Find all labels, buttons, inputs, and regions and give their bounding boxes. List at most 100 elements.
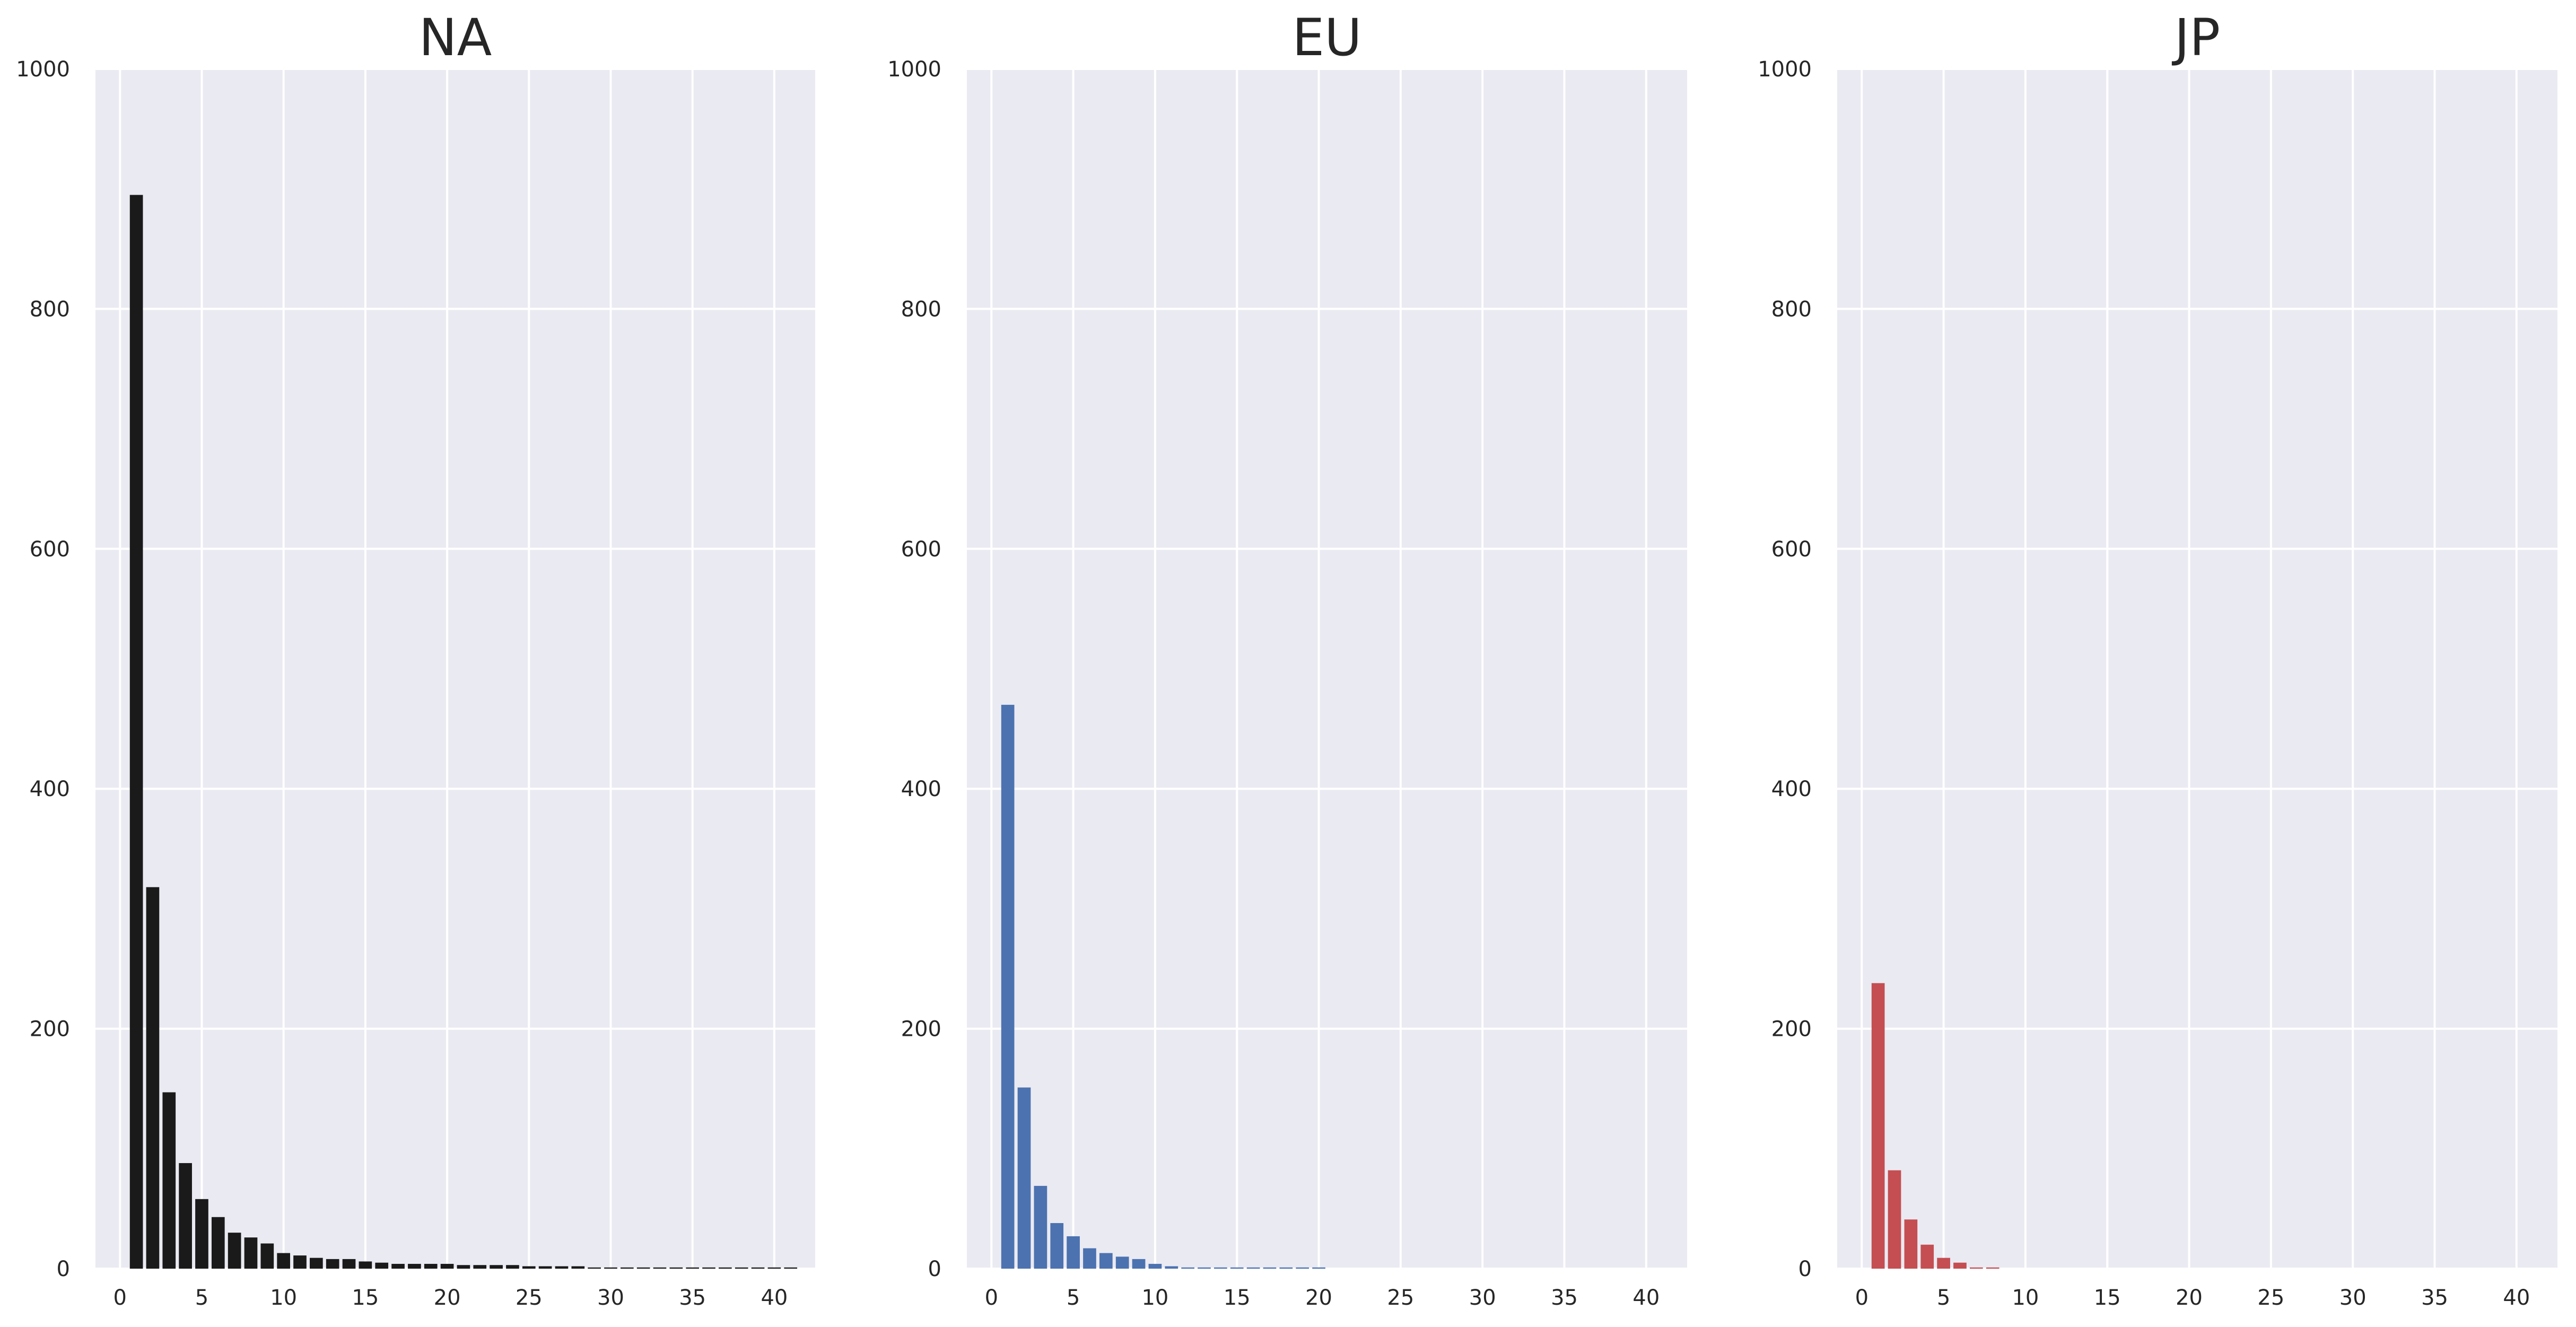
bar-na-29: [588, 1267, 601, 1269]
x-tick-label: 35: [2421, 1286, 2448, 1310]
bar-na-1: [129, 195, 143, 1269]
x-tick-label: 40: [2503, 1286, 2530, 1310]
bar-na-27: [555, 1266, 569, 1269]
bar-na-3: [162, 1092, 176, 1269]
x-tick-label: 15: [352, 1286, 379, 1310]
bar-na-16: [375, 1262, 389, 1269]
plot-area-na: [95, 69, 815, 1269]
y-tick-label: 400: [1771, 777, 1812, 801]
bar-eu-11: [1165, 1266, 1178, 1269]
x-tick-label: 20: [434, 1286, 461, 1310]
bar-eu-18: [1279, 1267, 1293, 1269]
y-tick-label: 0: [1798, 1257, 1812, 1281]
x-tick-label: 40: [761, 1286, 788, 1310]
bar-jp-2: [1888, 1170, 1901, 1269]
y-tick-label: 600: [901, 537, 941, 562]
x-tick-label: 20: [2176, 1286, 2203, 1310]
x-tick-label: 25: [516, 1286, 543, 1310]
bar-eu-7: [1099, 1253, 1113, 1269]
x-tick-label: 10: [2012, 1286, 2039, 1310]
bar-na-6: [211, 1217, 225, 1269]
bar-na-15: [359, 1261, 372, 1269]
bar-jp-3: [1904, 1219, 1918, 1269]
bar-na-38: [735, 1267, 748, 1269]
bar-na-23: [490, 1265, 503, 1269]
bar-na-40: [767, 1267, 781, 1269]
bar-na-14: [342, 1259, 356, 1269]
bar-na-41: [784, 1267, 798, 1269]
bar-eu-20: [1312, 1267, 1325, 1269]
y-tick-label: 600: [30, 537, 70, 562]
bar-na-30: [604, 1267, 617, 1269]
bar-eu-2: [1017, 1087, 1031, 1269]
bar-eu-4: [1050, 1223, 1064, 1269]
bar-eu-3: [1034, 1185, 1047, 1269]
bar-eu-19: [1296, 1267, 1309, 1269]
x-tick-label: 0: [985, 1286, 998, 1310]
x-tick-label: 0: [1855, 1286, 1868, 1310]
bar-na-12: [310, 1258, 323, 1269]
y-tick-label: 600: [1771, 537, 1812, 562]
bar-eu-8: [1115, 1256, 1129, 1269]
bar-na-36: [702, 1267, 715, 1269]
x-tick-label: 35: [679, 1286, 706, 1310]
bar-eu-5: [1067, 1236, 1080, 1269]
y-tick-label: 800: [901, 297, 941, 321]
bar-eu-1: [1001, 704, 1015, 1269]
x-tick-label: 40: [1632, 1286, 1660, 1310]
bar-na-32: [636, 1267, 650, 1269]
bar-na-22: [473, 1265, 487, 1269]
bar-na-37: [719, 1267, 732, 1269]
y-tick-label: 1000: [16, 57, 70, 82]
bar-eu-13: [1198, 1267, 1211, 1269]
bar-jp-5: [1937, 1258, 1950, 1269]
y-tick-label: 800: [1771, 297, 1812, 321]
x-tick-label: 15: [1224, 1286, 1251, 1310]
x-tick-label: 15: [2094, 1286, 2121, 1310]
bar-na-19: [424, 1263, 438, 1269]
bar-jp-8: [1986, 1267, 1999, 1269]
panel-title-jp: JP: [2172, 8, 2220, 67]
bar-jp-6: [1953, 1262, 1967, 1269]
plot-area-jp: [1837, 69, 2557, 1269]
x-tick-label: 30: [597, 1286, 624, 1310]
x-tick-label: 25: [2257, 1286, 2284, 1310]
bar-na-33: [653, 1267, 667, 1269]
bar-na-9: [260, 1243, 274, 1269]
x-tick-label: 30: [2339, 1286, 2367, 1310]
bar-eu-12: [1181, 1267, 1195, 1269]
x-tick-label: 25: [1387, 1286, 1414, 1310]
y-tick-label: 200: [1771, 1017, 1812, 1042]
x-tick-label: 20: [1305, 1286, 1332, 1310]
bar-na-2: [146, 887, 160, 1269]
y-tick-label: 200: [30, 1017, 70, 1042]
bar-na-35: [686, 1267, 700, 1269]
bar-na-26: [538, 1266, 552, 1269]
bar-na-25: [522, 1266, 536, 1269]
bar-eu-6: [1083, 1248, 1096, 1269]
bar-na-7: [228, 1233, 241, 1269]
bar-na-8: [244, 1237, 258, 1269]
x-tick-label: 5: [1937, 1286, 1950, 1310]
bar-na-31: [620, 1267, 634, 1269]
y-tick-label: 1000: [1758, 57, 1812, 82]
y-tick-label: 800: [30, 297, 70, 321]
x-tick-label: 5: [1067, 1286, 1080, 1310]
bar-na-11: [293, 1255, 307, 1269]
bar-eu-16: [1246, 1267, 1260, 1269]
bar-eu-14: [1214, 1267, 1227, 1269]
bar-na-4: [179, 1163, 192, 1269]
bar-na-39: [751, 1267, 765, 1269]
bar-eu-10: [1148, 1263, 1162, 1269]
x-tick-label: 10: [270, 1286, 297, 1310]
bar-na-20: [440, 1263, 454, 1269]
x-tick-label: 30: [1469, 1286, 1496, 1310]
y-tick-label: 1000: [887, 57, 941, 82]
y-tick-label: 400: [30, 777, 70, 801]
bar-eu-9: [1132, 1259, 1146, 1269]
bar-eu-15: [1230, 1267, 1244, 1269]
bar-na-10: [277, 1253, 291, 1269]
